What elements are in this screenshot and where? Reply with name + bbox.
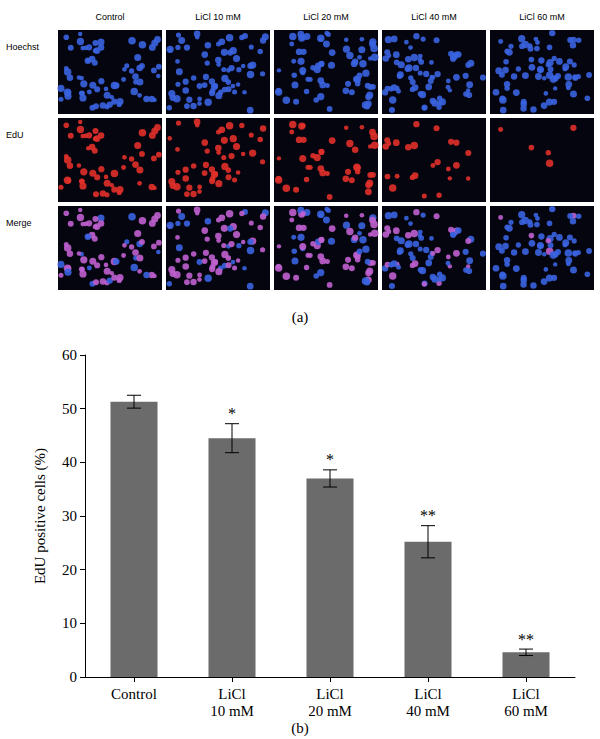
svg-text:20: 20	[62, 562, 77, 578]
svg-text:10: 10	[62, 615, 77, 631]
svg-text:(b): (b)	[291, 720, 309, 737]
svg-text:Hoechst: Hoechst	[6, 42, 40, 52]
svg-text:**: **	[518, 631, 534, 648]
svg-text:50: 50	[62, 401, 77, 417]
svg-text:LiCl: LiCl	[218, 686, 246, 702]
svg-text:LiCl 60 mM: LiCl 60 mM	[519, 12, 565, 22]
svg-text:30: 30	[62, 508, 77, 524]
svg-text:40 mM: 40 mM	[406, 703, 450, 719]
svg-text:**: **	[420, 507, 436, 524]
svg-text:EdU: EdU	[6, 130, 24, 140]
svg-text:LiCl: LiCl	[414, 686, 442, 702]
svg-text:Control: Control	[95, 12, 124, 22]
svg-text:*: *	[228, 405, 236, 422]
svg-text:60: 60	[62, 347, 77, 363]
svg-text:10 mM: 10 mM	[210, 703, 254, 719]
svg-text:LiCl 10 mM: LiCl 10 mM	[195, 12, 241, 22]
svg-text:*: *	[326, 451, 334, 468]
svg-text:(a): (a)	[292, 309, 309, 326]
svg-text:60 mM: 60 mM	[504, 703, 548, 719]
svg-text:Control: Control	[111, 686, 157, 702]
svg-text:40: 40	[62, 454, 77, 470]
svg-text:20 mM: 20 mM	[308, 703, 352, 719]
svg-text:EdU positive cells (%): EdU positive cells (%)	[32, 448, 49, 584]
svg-text:Merge: Merge	[6, 218, 32, 228]
svg-text:LiCl 40 mM: LiCl 40 mM	[411, 12, 457, 22]
svg-text:LiCl 20 mM: LiCl 20 mM	[303, 12, 349, 22]
svg-text:LiCl: LiCl	[512, 686, 540, 702]
svg-text:0: 0	[70, 669, 78, 685]
svg-text:LiCl: LiCl	[316, 686, 344, 702]
